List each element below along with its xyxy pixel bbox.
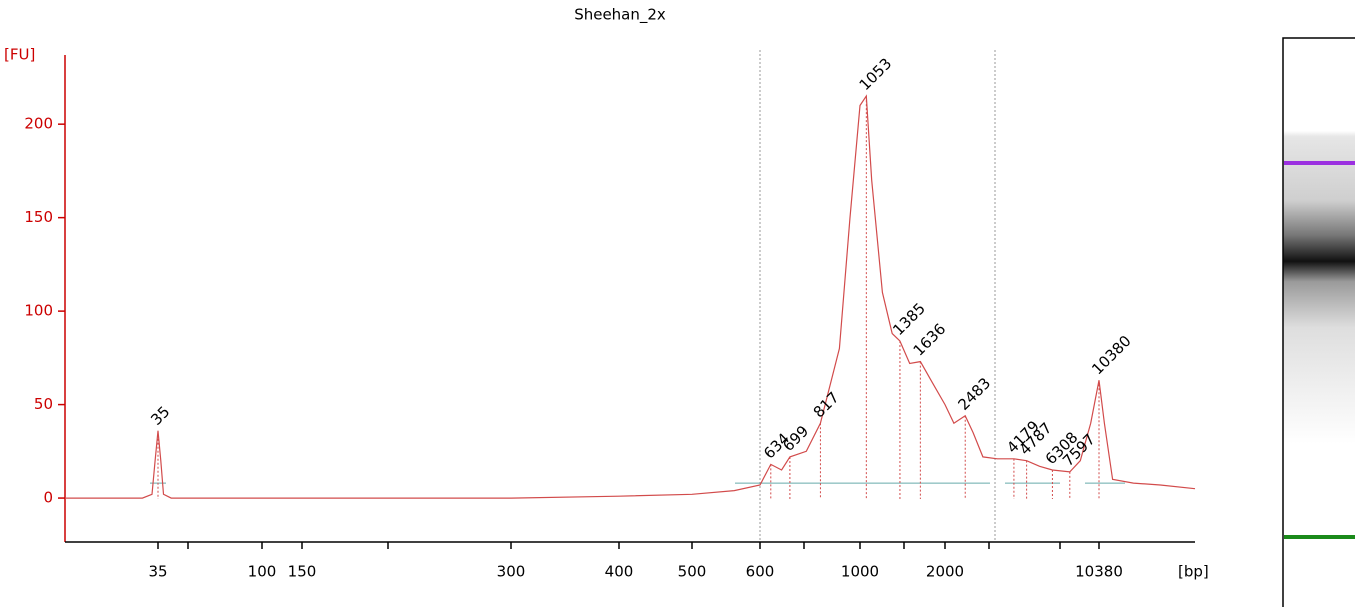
peak-label: 2483 <box>955 374 995 414</box>
y-tick-label: 200 <box>24 115 53 133</box>
gel-box <box>1282 37 1355 607</box>
upper-marker-band <box>1284 161 1355 165</box>
y-axis-label: [FU] <box>4 46 35 64</box>
chart-title: Sheehan_2x <box>574 6 666 25</box>
lower-marker-band <box>1284 535 1355 539</box>
trace <box>65 94 1196 499</box>
peak-label: 1053 <box>856 54 896 94</box>
x-axis-label: [bp] <box>1178 563 1209 581</box>
x-tick-label: 500 <box>678 563 707 581</box>
peak-label: 35 <box>147 403 173 429</box>
x-tick-label: 400 <box>605 563 634 581</box>
x-tick-label: 1000 <box>841 563 879 581</box>
y-tick-label: 100 <box>24 302 53 320</box>
x-tick-label: 10380 <box>1075 563 1123 581</box>
x-tick-label: 300 <box>497 563 526 581</box>
x-tick-label: 2000 <box>926 563 964 581</box>
y-tick-label: 0 <box>43 489 53 507</box>
x-tick-label: 150 <box>288 563 317 581</box>
x-tick-label: 100 <box>248 563 277 581</box>
gel-lane <box>1282 37 1355 607</box>
y-tick-label: 150 <box>24 208 53 226</box>
x-tick-label: 35 <box>148 563 167 581</box>
peak-label: 1636 <box>910 320 950 360</box>
peak-label: 10380 <box>1088 332 1134 378</box>
peak-label: 817 <box>810 388 843 421</box>
y-tick-label: 50 <box>34 395 53 413</box>
x-tick-label: 600 <box>746 563 775 581</box>
